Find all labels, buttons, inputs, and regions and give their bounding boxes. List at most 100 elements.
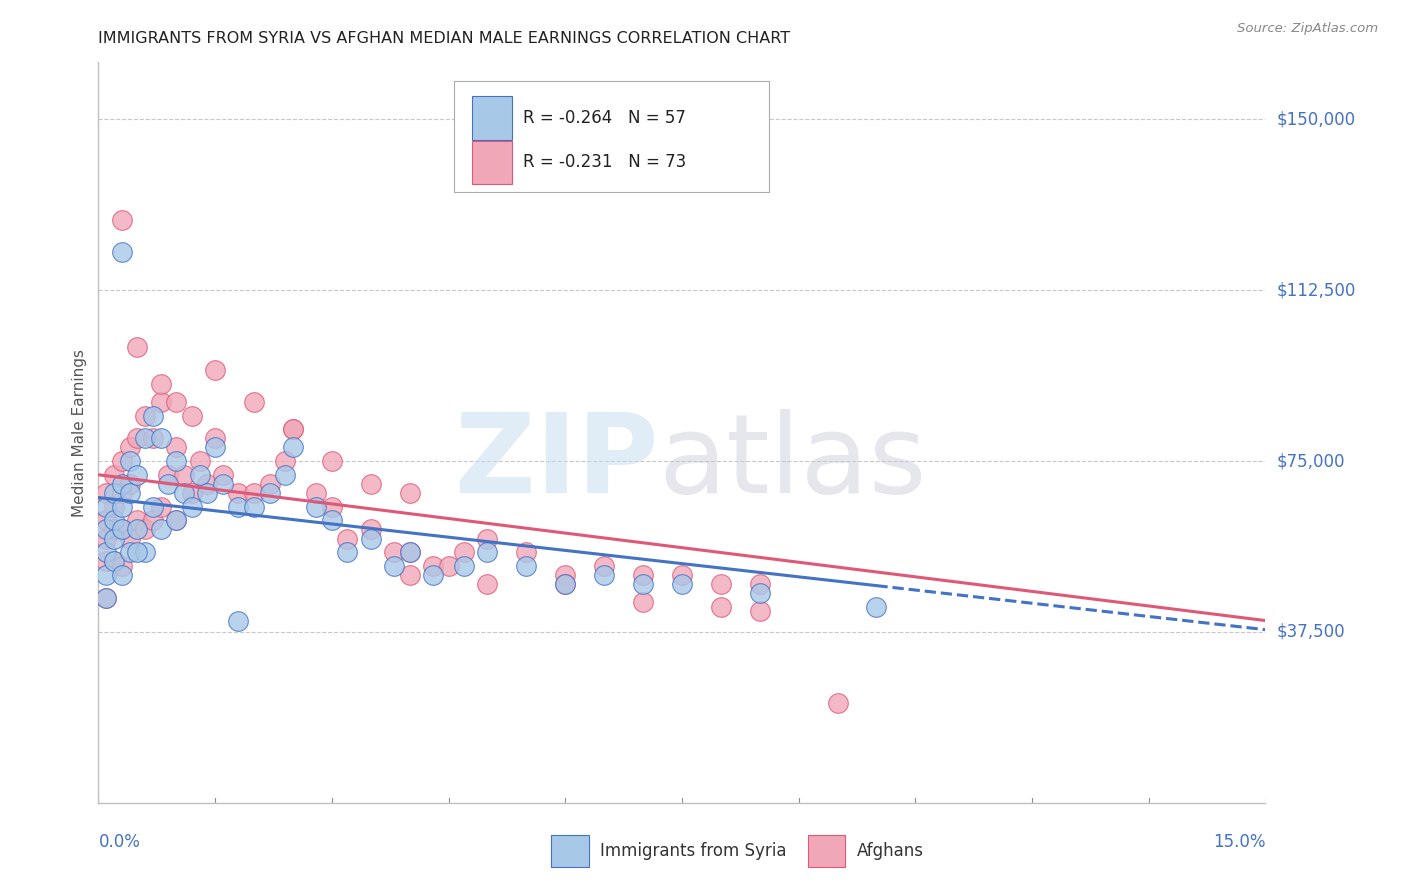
Point [195, 476, 218, 491]
Text: Afghans: Afghans [858, 842, 924, 860]
Point [173, 467, 195, 482]
Point [422, 568, 444, 582]
Point [142, 409, 165, 423]
Point [127, 523, 149, 537]
Point [477, 532, 499, 546]
Point [336, 532, 359, 546]
Point [382, 545, 405, 559]
Point [671, 568, 693, 582]
Point [149, 431, 172, 445]
Point [710, 577, 733, 591]
Point [382, 558, 405, 573]
Point [243, 500, 266, 514]
Point [118, 454, 141, 468]
Point [173, 486, 195, 500]
Point [515, 545, 537, 559]
Point [103, 500, 125, 514]
Point [204, 363, 226, 377]
Point [103, 554, 125, 568]
Point [274, 454, 297, 468]
Point [103, 532, 125, 546]
Point [865, 599, 887, 614]
Point [195, 486, 218, 500]
Point [118, 441, 141, 455]
Point [157, 476, 180, 491]
Point [305, 500, 328, 514]
Point [96, 591, 118, 605]
Point [134, 409, 156, 423]
Point [204, 441, 226, 455]
FancyBboxPatch shape [454, 81, 769, 192]
Text: 15.0%: 15.0% [1213, 833, 1265, 851]
Point [748, 586, 770, 600]
Point [111, 523, 134, 537]
Point [305, 486, 328, 500]
Point [96, 568, 118, 582]
Point [149, 500, 172, 514]
Point [554, 577, 576, 591]
Point [228, 486, 250, 500]
Point [111, 486, 134, 500]
Point [281, 422, 304, 436]
Point [180, 486, 202, 500]
Point [243, 395, 266, 409]
Point [149, 395, 172, 409]
Point [554, 568, 576, 582]
FancyBboxPatch shape [472, 141, 512, 185]
Text: $150,000: $150,000 [1277, 111, 1355, 128]
Text: $75,000: $75,000 [1277, 452, 1346, 470]
Text: $112,500: $112,500 [1277, 281, 1355, 299]
Point [259, 486, 281, 500]
Text: ZIP: ZIP [456, 409, 658, 516]
Point [748, 577, 770, 591]
Point [180, 500, 202, 514]
Point [111, 212, 134, 227]
Point [477, 545, 499, 559]
Point [593, 558, 616, 573]
Point [149, 523, 172, 537]
Point [142, 431, 165, 445]
Point [127, 340, 149, 354]
Text: Source: ZipAtlas.com: Source: ZipAtlas.com [1237, 22, 1378, 36]
Point [748, 604, 770, 618]
Point [157, 467, 180, 482]
Text: IMMIGRANTS FROM SYRIA VS AFGHAN MEDIAN MALE EARNINGS CORRELATION CHART: IMMIGRANTS FROM SYRIA VS AFGHAN MEDIAN M… [98, 31, 790, 46]
Point [96, 513, 118, 527]
Point [149, 376, 172, 391]
Point [477, 577, 499, 591]
Point [111, 454, 134, 468]
Point [631, 595, 654, 609]
Point [259, 476, 281, 491]
Point [336, 545, 359, 559]
Y-axis label: Median Male Earnings: Median Male Earnings [72, 349, 87, 516]
Point [398, 545, 420, 559]
Point [111, 476, 134, 491]
Point [165, 441, 187, 455]
Point [281, 441, 304, 455]
Point [142, 500, 165, 514]
Point [103, 513, 125, 527]
Point [180, 409, 202, 423]
Point [554, 577, 576, 591]
Point [422, 558, 444, 573]
Point [631, 577, 654, 591]
Point [281, 422, 304, 436]
Point [710, 599, 733, 614]
Point [96, 591, 118, 605]
Point [96, 545, 118, 559]
Text: R = -0.264   N = 57: R = -0.264 N = 57 [523, 109, 686, 127]
Point [398, 486, 420, 500]
Point [127, 513, 149, 527]
Point [134, 431, 156, 445]
Text: R = -0.231   N = 73: R = -0.231 N = 73 [523, 153, 686, 171]
Point [360, 523, 382, 537]
Point [96, 523, 118, 537]
Point [96, 500, 118, 514]
Point [103, 523, 125, 537]
Point [360, 476, 382, 491]
Point [360, 532, 382, 546]
Point [103, 486, 125, 500]
Point [212, 476, 235, 491]
Text: Immigrants from Syria: Immigrants from Syria [600, 842, 787, 860]
Point [321, 454, 343, 468]
